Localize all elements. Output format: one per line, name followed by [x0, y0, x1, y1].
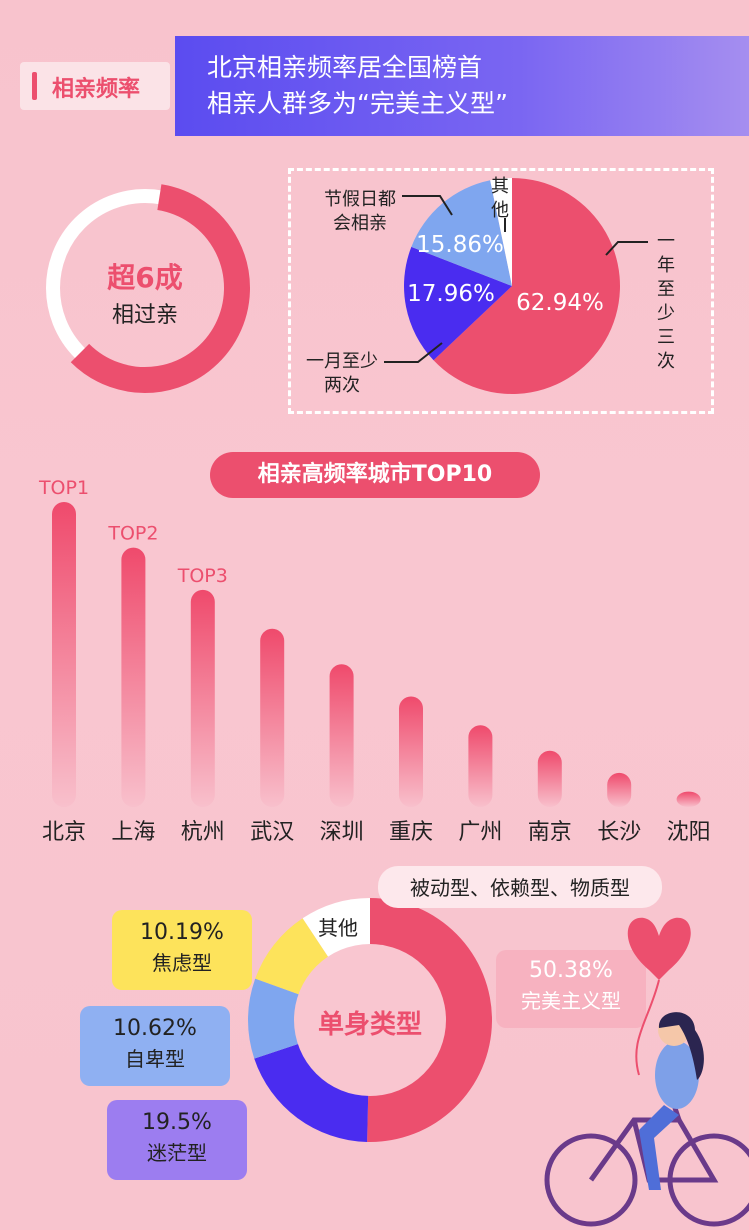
frequency-box: [288, 168, 714, 414]
bar-rank-label-0: TOP1: [38, 477, 89, 499]
pie-label-holiday-text: 节假日都会相亲: [324, 189, 396, 234]
leader-line-year: [605, 241, 648, 256]
ring-chart: [46, 184, 250, 393]
pie-label-year: 一年至少三次: [654, 230, 678, 374]
bar-category-label-7: 南京: [528, 820, 572, 845]
pie-value-2: 15.86%: [416, 232, 504, 258]
section-tag-label: 相亲频率: [52, 77, 141, 102]
pie-value-1: 17.96%: [407, 281, 495, 307]
pie-label-holiday: 节假日都会相亲: [318, 188, 402, 236]
callout-perfectionist: 50.38% 完美主义型: [496, 950, 646, 1028]
pie-slice-2: [411, 180, 512, 286]
callout-anxious-name: 焦虑型: [152, 951, 212, 975]
other-types-bubble: [378, 866, 662, 908]
pie-leader-lines: [384, 195, 648, 363]
header-banner: 北京相亲频率居全国榜首 相亲人群多为“完美主义型”: [175, 36, 749, 136]
cyclist-illustration: [544, 917, 749, 1227]
rider-hair-icon: [658, 1012, 704, 1080]
callout-anxious-value: 10.19%: [140, 920, 224, 945]
tag-accent-bar: [32, 72, 37, 100]
donut-hole: [294, 944, 446, 1096]
ring-main-text: 超6成: [107, 261, 183, 294]
bar-category-label-8: 长沙: [597, 820, 641, 845]
bar-8: [607, 772, 632, 807]
header-line-1: 北京相亲频率居全国榜首: [207, 53, 483, 82]
bar-rank-label-1: TOP2: [107, 523, 158, 545]
bar-category-label-6: 广州: [458, 820, 502, 845]
bar-rank-label-2: TOP3: [177, 565, 228, 587]
callout-confused-value: 19.5%: [142, 1110, 212, 1135]
balloon-string: [635, 979, 660, 1076]
callout-inferior-value: 10.62%: [113, 1016, 197, 1041]
callout-inferior-name: 自卑型: [125, 1047, 185, 1071]
other-types-note: 被动型、依赖型、物质型: [410, 876, 630, 900]
callout-perfectionist-name: 完美主义型: [521, 989, 621, 1013]
bar-6: [468, 725, 493, 807]
pie-label-other: 其他: [488, 175, 512, 223]
bar-category-label-0: 北京: [42, 820, 86, 845]
bike-wheel-back-icon: [544, 1133, 638, 1227]
pie-label-month: 一月至少两次: [300, 350, 384, 398]
header-line-2: 相亲人群多为“完美主义型”: [207, 89, 508, 118]
bar-category-label-2: 杭州: [181, 820, 225, 845]
bar-category-label-3: 武汉: [250, 820, 294, 845]
bar-category-label-1: 上海: [111, 820, 155, 845]
bar-7: [537, 750, 562, 807]
pie-label-month-text: 一月至少两次: [306, 351, 378, 396]
pie-slice-0: [433, 178, 620, 394]
frequency-pie: 62.94% 17.96% 15.86%: [404, 178, 620, 394]
heart-balloon-icon: [627, 917, 691, 980]
donut-other-label: 其他: [318, 916, 358, 940]
rider-body-icon: [655, 1041, 699, 1109]
city-bar-chart: 北京 TOP1 上海 TOP2 杭州 TOP3 武汉 深圳 重庆 广州 南京 长沙 沈阳: [38, 477, 711, 845]
bar-9: [676, 791, 701, 807]
pie-value-0: 62.94%: [516, 290, 604, 316]
bar-3: [260, 628, 285, 807]
callout-inferior: 10.62% 自卑型: [80, 1006, 230, 1086]
callout-confused-name: 迷茫型: [147, 1141, 207, 1165]
ring-sub-text: 相过亲: [111, 303, 178, 328]
pie-slice-3: [490, 178, 512, 286]
callout-anxious: 10.19% 焦虑型: [112, 910, 252, 990]
leader-line-holiday: [402, 195, 453, 216]
pie-label-year-text: 一年至少三次: [657, 231, 675, 372]
donut-center-label: 单身类型: [317, 1010, 422, 1040]
callout-confused: 19.5% 迷茫型: [107, 1100, 247, 1180]
bar-4: [329, 664, 354, 807]
leader-line-month: [384, 342, 443, 363]
callout-perfectionist-value: 50.38%: [529, 958, 613, 983]
bar-category-label-9: 沈阳: [667, 820, 711, 845]
rider-legs-icon: [639, 1105, 679, 1190]
single-type-donut: [248, 898, 493, 1142]
bar-category-label-4: 深圳: [320, 820, 364, 845]
pie-slice-1: [404, 246, 512, 361]
section-tag: 相亲频率: [20, 62, 170, 110]
pie-label-other-text: 其他: [491, 176, 509, 221]
bar-1: [121, 547, 146, 807]
ring-fill-arc: [70, 184, 250, 393]
bar-2: [190, 589, 215, 807]
bar-chart-title: 相亲高频率城市TOP10: [210, 452, 540, 498]
bar-5: [399, 696, 423, 807]
bar-0: [52, 502, 76, 807]
bar-category-label-5: 重庆: [389, 820, 433, 845]
